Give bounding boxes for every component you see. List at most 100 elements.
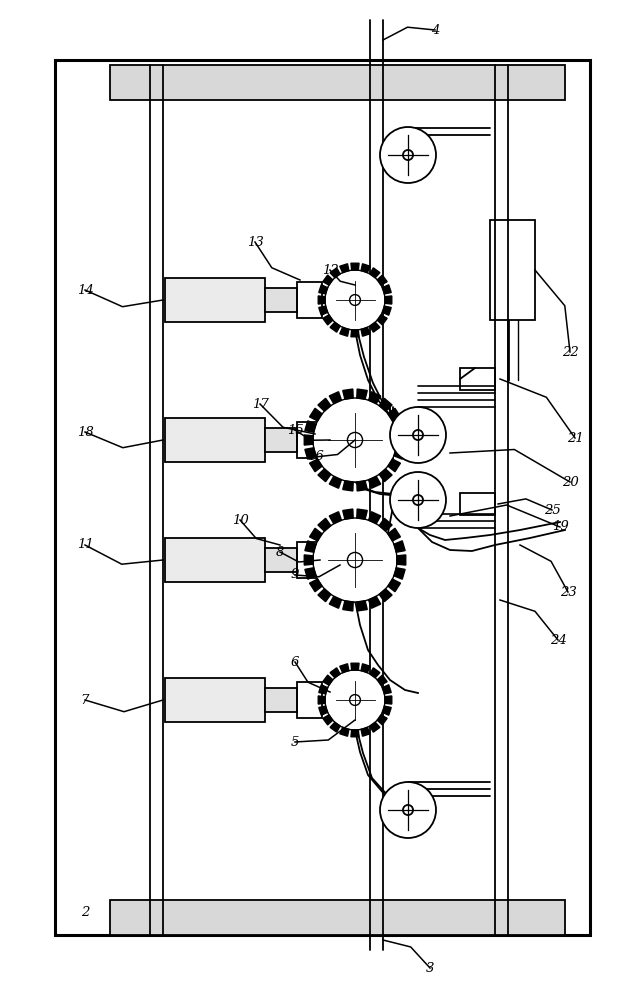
Polygon shape — [318, 296, 325, 304]
Polygon shape — [310, 528, 322, 541]
Bar — [297, 542, 322, 578]
Polygon shape — [318, 589, 331, 602]
Polygon shape — [397, 435, 406, 445]
Polygon shape — [318, 306, 327, 315]
Bar — [55, 60, 590, 935]
Polygon shape — [305, 568, 316, 579]
Polygon shape — [382, 706, 391, 715]
Bar — [297, 682, 322, 718]
Polygon shape — [379, 589, 392, 602]
Polygon shape — [318, 685, 327, 694]
Text: 6: 6 — [291, 656, 299, 668]
Polygon shape — [369, 392, 381, 404]
Polygon shape — [351, 730, 359, 737]
Polygon shape — [310, 579, 322, 592]
Polygon shape — [329, 392, 341, 404]
Polygon shape — [394, 448, 405, 459]
Polygon shape — [370, 268, 380, 278]
Circle shape — [325, 270, 385, 330]
Polygon shape — [329, 476, 341, 488]
Polygon shape — [377, 675, 387, 685]
Polygon shape — [357, 481, 368, 491]
Bar — [265, 548, 297, 572]
Circle shape — [325, 670, 385, 730]
Circle shape — [390, 472, 446, 528]
Text: 2: 2 — [81, 906, 89, 918]
Bar — [460, 493, 495, 515]
Polygon shape — [340, 327, 349, 336]
Circle shape — [347, 552, 362, 568]
Polygon shape — [357, 601, 368, 611]
Text: 13: 13 — [247, 235, 263, 248]
Polygon shape — [305, 421, 316, 432]
Text: 10: 10 — [232, 514, 248, 526]
Circle shape — [380, 782, 436, 838]
Polygon shape — [382, 285, 391, 294]
Circle shape — [313, 518, 397, 602]
Circle shape — [380, 127, 436, 183]
Bar — [265, 428, 297, 452]
Text: 15: 15 — [287, 424, 303, 436]
Text: 12: 12 — [322, 263, 338, 276]
Circle shape — [350, 295, 361, 305]
Polygon shape — [361, 727, 370, 736]
Polygon shape — [343, 509, 353, 519]
Polygon shape — [318, 285, 327, 294]
Polygon shape — [394, 568, 405, 579]
Polygon shape — [388, 408, 401, 421]
Polygon shape — [377, 275, 387, 285]
Polygon shape — [397, 555, 406, 565]
Polygon shape — [343, 481, 353, 491]
Polygon shape — [343, 389, 353, 399]
Polygon shape — [357, 389, 368, 399]
Circle shape — [350, 695, 361, 705]
Circle shape — [347, 432, 362, 448]
Text: 4: 4 — [431, 23, 439, 36]
Polygon shape — [385, 296, 392, 304]
Circle shape — [413, 495, 423, 505]
Polygon shape — [318, 518, 331, 531]
Text: 5: 5 — [291, 736, 299, 748]
Circle shape — [403, 150, 413, 160]
Polygon shape — [304, 555, 313, 565]
Polygon shape — [330, 722, 340, 732]
Bar — [165, 678, 265, 722]
Polygon shape — [323, 715, 333, 725]
Polygon shape — [370, 668, 380, 678]
Polygon shape — [340, 664, 349, 673]
Polygon shape — [323, 275, 333, 285]
Polygon shape — [305, 448, 316, 459]
Polygon shape — [318, 706, 327, 715]
Polygon shape — [351, 263, 359, 270]
Polygon shape — [388, 528, 401, 541]
Polygon shape — [382, 685, 391, 694]
Text: 25: 25 — [543, 504, 561, 516]
Text: 22: 22 — [562, 346, 578, 359]
Polygon shape — [394, 421, 405, 432]
Polygon shape — [330, 268, 340, 278]
Text: 9: 9 — [291, 568, 299, 582]
Polygon shape — [388, 579, 401, 592]
Polygon shape — [370, 322, 380, 332]
Polygon shape — [310, 459, 322, 472]
Bar — [297, 422, 322, 458]
Circle shape — [403, 805, 413, 815]
Circle shape — [413, 430, 423, 440]
Polygon shape — [385, 696, 392, 704]
Polygon shape — [379, 398, 392, 411]
Polygon shape — [361, 327, 370, 336]
Bar — [165, 538, 265, 582]
Polygon shape — [377, 715, 387, 725]
Text: 3: 3 — [426, 962, 434, 974]
Bar — [165, 278, 265, 322]
Polygon shape — [323, 315, 333, 325]
Polygon shape — [304, 435, 313, 445]
Polygon shape — [329, 512, 341, 524]
Bar — [460, 368, 495, 390]
Polygon shape — [329, 596, 341, 608]
Bar — [165, 418, 265, 462]
Bar — [110, 900, 565, 935]
Polygon shape — [370, 722, 380, 732]
Polygon shape — [379, 469, 392, 482]
Text: 18: 18 — [76, 426, 94, 438]
